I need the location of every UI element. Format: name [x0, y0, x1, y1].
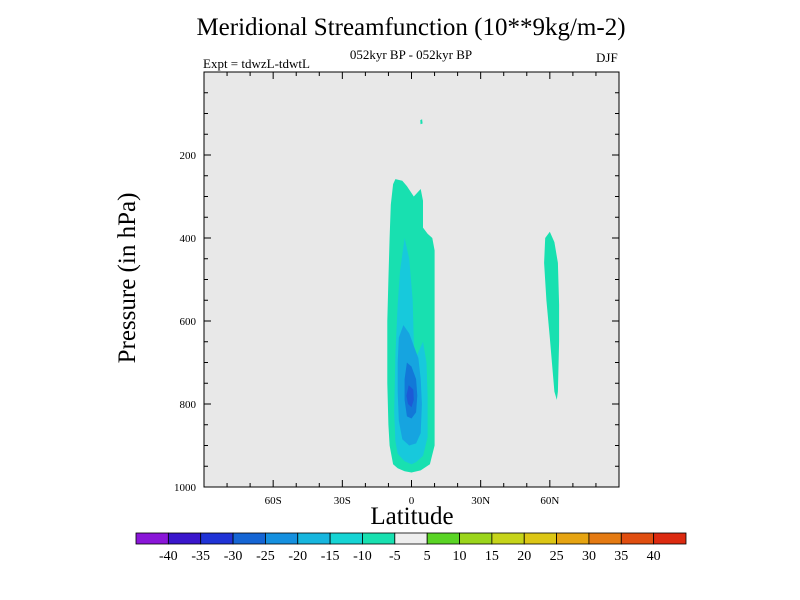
colorbar-swatch	[167, 532, 202, 545]
chart-subtitle: 052kyr BP - 052kyr BP	[349, 47, 473, 62]
x-tick-label: 30S	[334, 495, 351, 507]
colorbar-swatch	[620, 532, 655, 545]
colorbar-swatch	[653, 532, 687, 545]
colorbar-swatch	[232, 532, 266, 545]
colorbar-label: 40	[647, 549, 661, 564]
colorbar-swatch	[135, 532, 169, 545]
colorbar-label: -10	[353, 549, 372, 564]
y-tick-label: 1000	[174, 482, 197, 494]
colorbar-swatch	[556, 532, 590, 545]
colorbar-swatch	[459, 532, 493, 545]
colorbar-label: 25	[550, 549, 564, 564]
x-tick-label: 60S	[265, 495, 282, 507]
contour-region-northern-cell	[544, 231, 560, 400]
colorbar-label: -15	[321, 549, 340, 564]
colorbar-label: -40	[159, 549, 178, 564]
colorbar-swatch	[588, 532, 622, 545]
contour-fills	[204, 72, 619, 487]
experiment-label: Expt = tdwzL-tdwtL	[203, 56, 310, 71]
season-label: DJF	[596, 50, 618, 65]
colorbar-label: 15	[485, 549, 499, 564]
colorbar-label: 10	[453, 549, 467, 564]
colorbar-label: -25	[256, 549, 275, 564]
colorbar-label: 35	[614, 549, 628, 564]
colorbar-label: -30	[224, 549, 243, 564]
x-axis-label: Latitude	[370, 503, 454, 530]
chart-title: Meridional Streamfunction (10**9kg/m-2)	[196, 14, 626, 41]
colorbar-swatch	[394, 532, 428, 545]
contour-region-upper-speck	[420, 119, 423, 125]
colorbar-swatch	[200, 532, 234, 545]
colorbar-swatch	[265, 532, 299, 545]
colorbar: -40 -35 -30 -25 -20 -15 -10 -5 5 10 15 20 25 30 35 40	[135, 532, 687, 564]
colorbar-swatch	[426, 532, 460, 545]
y-tick-label: 800	[180, 399, 197, 411]
y-tick-label: 200	[180, 150, 197, 162]
colorbar-label: -5	[389, 549, 401, 564]
y-tick-label: 400	[180, 233, 197, 245]
colorbar-swatch	[523, 532, 557, 545]
colorbar-label: 30	[582, 549, 596, 564]
colorbar-swatch	[491, 532, 525, 545]
colorbar-label: -35	[191, 549, 210, 564]
y-tick-label: 600	[180, 316, 197, 328]
colorbar-swatch	[362, 532, 396, 545]
colorbar-label: -20	[288, 549, 307, 564]
colorbar-label: 20	[517, 549, 531, 564]
x-tick-label: 0	[409, 495, 415, 507]
colorbar-label: 5	[424, 549, 431, 564]
colorbar-swatch	[329, 532, 363, 545]
x-tick-label: 30N	[471, 495, 490, 507]
x-tick-label: 60N	[540, 495, 559, 507]
axis-ticks: 60S 30S 0 30N 60N 200 400 600 800 1000	[174, 72, 619, 507]
colorbar-swatch	[297, 532, 331, 545]
contour-region-southern-cell-peak	[406, 385, 414, 408]
